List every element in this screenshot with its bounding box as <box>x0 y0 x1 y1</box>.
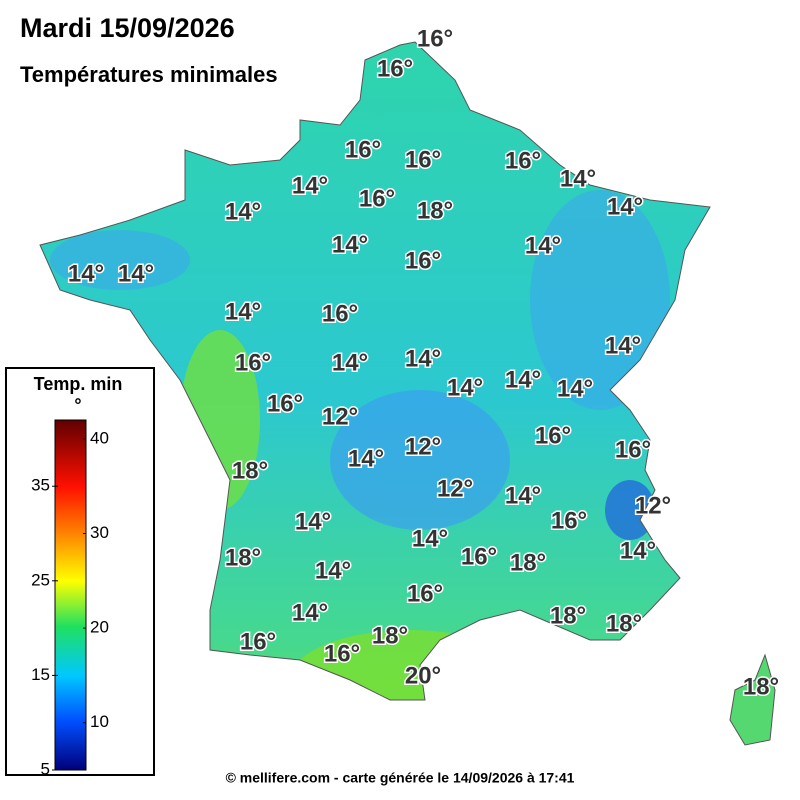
temperature-label: 14° <box>292 599 328 626</box>
temperature-label: 12° <box>437 475 473 502</box>
tick-label: 10 <box>90 712 109 731</box>
temperature-label: 18° <box>550 602 586 629</box>
temperature-label: 14° <box>68 260 104 287</box>
tick-label: 20 <box>90 618 109 637</box>
temperature-label: 14° <box>332 349 368 376</box>
temperature-label: 14° <box>118 260 154 287</box>
temperature-label: 14° <box>560 165 596 192</box>
temperature-label: 16° <box>405 247 441 274</box>
legend-title: Temp. min ° <box>8 374 148 416</box>
tick-label: 35 <box>31 476 50 495</box>
temperature-label: 16° <box>407 580 443 607</box>
temperature-label: 16° <box>377 55 413 82</box>
tick-label: 5 <box>41 759 50 778</box>
tick-label: 25 <box>31 570 50 589</box>
temperature-label: 14° <box>620 537 656 564</box>
temperature-label: 16° <box>235 349 271 376</box>
temperature-label: 18° <box>743 673 779 700</box>
temperature-label: 16° <box>535 422 571 449</box>
temperature-label: 16° <box>615 436 651 463</box>
temperature-label: 12° <box>405 433 441 460</box>
temperature-label: 14° <box>525 232 561 259</box>
temperature-label: 14° <box>292 172 328 199</box>
temperature-label: 14° <box>405 345 441 372</box>
subtitle: Températures minimales <box>20 62 278 87</box>
temperature-label: 14° <box>412 525 448 552</box>
legend-title-text: Temp. min ° <box>33 374 123 415</box>
title: Mardi 15/09/2026 <box>20 13 235 43</box>
temperature-label: 14° <box>605 332 641 359</box>
temperature-label: 18° <box>606 610 642 637</box>
tick-label: 30 <box>90 523 109 542</box>
corsica <box>729 653 776 746</box>
temperature-label: 16° <box>267 390 303 417</box>
temperature-label: 20° <box>405 662 441 689</box>
temperature-label: 14° <box>505 366 541 393</box>
temperature-label: 18° <box>372 622 408 649</box>
temperature-label: 18° <box>225 544 261 571</box>
temperature-label: 14° <box>447 374 483 401</box>
temperature-label: 16° <box>322 300 358 327</box>
temperature-label: 18° <box>232 457 268 484</box>
temperature-label: 14° <box>332 231 368 258</box>
temperature-label: 16° <box>461 543 497 570</box>
temperature-label: 14° <box>315 557 351 584</box>
labels: 16°16°16° 16° 16°14°14° 16° 18° 14°14°14° 14°1… <box>66 24 780 702</box>
temperature-label: 16° <box>551 507 587 534</box>
temperature-label: 14° <box>505 482 541 509</box>
temperature-label: 16° <box>359 185 395 212</box>
temperature-label: 14° <box>607 193 643 220</box>
temperature-label: 14° <box>225 298 261 325</box>
temperature-label: 18° <box>510 549 546 576</box>
temperature-label: 12° <box>635 492 671 519</box>
temperature-label: 16° <box>405 146 441 173</box>
footer: © mellifere.com - carte générée le 14/09… <box>226 770 575 786</box>
temperature-label: 12° <box>322 403 358 430</box>
colorbar <box>54 419 87 771</box>
temperature-label: 14° <box>295 508 331 535</box>
temperature-label: 16° <box>240 628 276 655</box>
tick-label: 40 <box>90 428 109 447</box>
tick-label: 15 <box>31 665 50 684</box>
temperature-label: 16° <box>345 136 381 163</box>
temperature-label: 16° <box>324 640 360 667</box>
temperature-label: 14° <box>225 198 261 225</box>
temperature-label: 16° <box>417 25 453 52</box>
temperature-label: 14° <box>348 445 384 472</box>
temperature-label: 18° <box>417 197 453 224</box>
legend-ticks: 5 10 15 20 25 30 35 40 <box>31 428 109 778</box>
temperature-label: 14° <box>557 375 593 402</box>
temperature-label: 16° <box>505 147 541 174</box>
